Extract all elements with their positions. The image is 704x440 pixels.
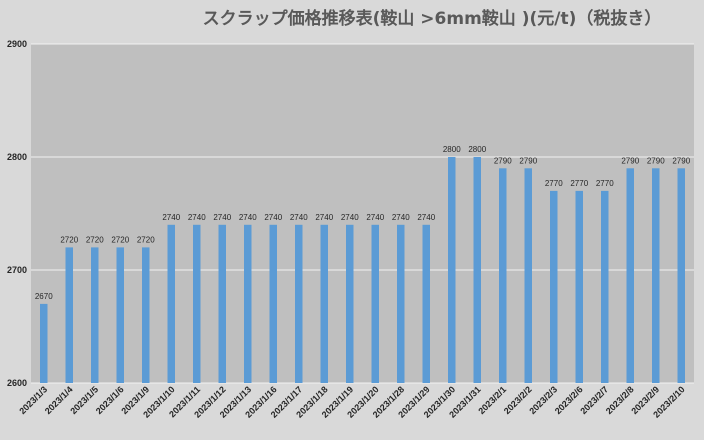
data-label: 2800 [443, 145, 461, 154]
bar [499, 168, 507, 383]
bar [397, 224, 405, 383]
bar [677, 168, 685, 383]
bar [91, 247, 99, 383]
bar [320, 224, 328, 383]
data-label: 2790 [621, 156, 639, 165]
bar [40, 303, 48, 383]
data-label: 2800 [468, 145, 486, 154]
bar [116, 247, 124, 383]
bar [346, 224, 354, 383]
data-label: 2790 [519, 156, 537, 165]
bars [40, 157, 685, 383]
data-label: 2720 [137, 235, 155, 244]
bar [652, 168, 660, 383]
bar [575, 190, 583, 383]
data-label: 2740 [188, 213, 206, 222]
y-tick-label: 2800 [7, 152, 27, 162]
bar [193, 224, 201, 383]
bar [295, 224, 303, 383]
bar [626, 168, 634, 383]
data-label: 2790 [647, 156, 665, 165]
data-label: 2770 [596, 179, 614, 188]
bar [371, 224, 379, 383]
data-label: 2720 [86, 235, 104, 244]
chart-title: スクラップ価格推移表(鞍山 >6mm鞍山 )(元/t)（税抜き） [203, 8, 662, 29]
data-label: 2740 [239, 213, 257, 222]
data-label: 2740 [315, 213, 333, 222]
bar [218, 224, 226, 383]
y-tick-label: 2700 [7, 265, 27, 275]
data-label: 2790 [672, 156, 690, 165]
bar [473, 157, 481, 383]
bar [244, 224, 252, 383]
data-label: 2740 [392, 213, 410, 222]
data-label: 2770 [570, 179, 588, 188]
y-axis-ticks: 2600 2700 2800 2900 [7, 39, 27, 388]
y-tick-label: 2900 [7, 39, 27, 49]
data-label: 2790 [494, 156, 512, 165]
data-label: 2740 [213, 213, 231, 222]
data-label: 2740 [417, 213, 435, 222]
bar [142, 247, 150, 383]
bar [524, 168, 532, 383]
data-label: 2740 [341, 213, 359, 222]
bar [550, 190, 558, 383]
bar [65, 247, 73, 383]
data-label: 2740 [264, 213, 282, 222]
data-labels: 2670 2720 2720 2720 2720 2740 2740 2740 2740 2740… [35, 145, 691, 301]
x-axis-ticks: 2023/1/32023/1/42023/1/52023/1/62023/1/9… [17, 384, 686, 419]
data-label: 2720 [111, 235, 129, 244]
bar [269, 224, 277, 383]
data-label: 2740 [366, 213, 384, 222]
bar [422, 224, 430, 383]
y-tick-label: 2600 [7, 378, 27, 388]
data-label: 2720 [60, 235, 78, 244]
plot-area [31, 44, 694, 383]
gridlines [31, 43, 694, 384]
bar [601, 190, 609, 383]
data-label: 2740 [162, 213, 180, 222]
bar [448, 157, 456, 383]
data-label: 2770 [545, 179, 563, 188]
data-label: 2670 [35, 292, 53, 301]
data-label: 2740 [290, 213, 308, 222]
bar [167, 224, 175, 383]
